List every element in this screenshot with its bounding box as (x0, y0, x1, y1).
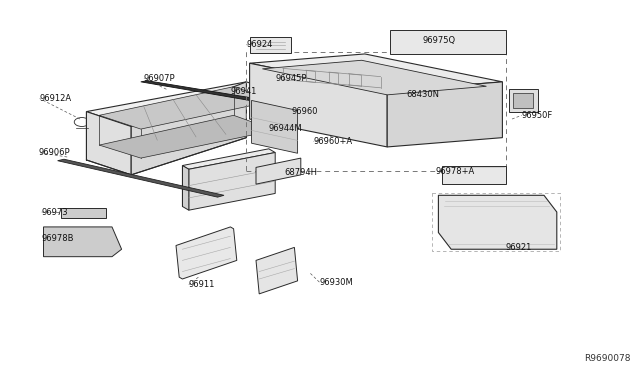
Polygon shape (176, 227, 237, 279)
Text: 96924: 96924 (246, 40, 273, 49)
Text: 96907P: 96907P (144, 74, 175, 83)
Polygon shape (250, 63, 387, 147)
Text: 96911: 96911 (189, 280, 215, 289)
Text: 96945P: 96945P (275, 74, 307, 83)
Polygon shape (252, 100, 298, 153)
Polygon shape (262, 60, 486, 95)
Text: 96912A: 96912A (40, 94, 72, 103)
Text: 96921: 96921 (506, 243, 532, 252)
Polygon shape (131, 82, 246, 175)
Polygon shape (438, 195, 557, 249)
Circle shape (406, 31, 444, 53)
Polygon shape (61, 208, 106, 218)
Text: 96944M: 96944M (269, 124, 303, 133)
Polygon shape (442, 166, 506, 184)
Text: 96960+A: 96960+A (314, 137, 353, 146)
Polygon shape (387, 82, 502, 147)
Polygon shape (141, 81, 256, 100)
Polygon shape (250, 37, 291, 53)
Text: 96906P: 96906P (38, 148, 70, 157)
Circle shape (456, 38, 476, 49)
Text: 96975Q: 96975Q (422, 36, 456, 45)
Polygon shape (189, 153, 275, 210)
Polygon shape (44, 227, 122, 257)
Polygon shape (250, 54, 502, 91)
Polygon shape (86, 82, 291, 126)
Polygon shape (513, 93, 533, 108)
Polygon shape (256, 247, 298, 294)
Text: 96930M: 96930M (320, 278, 354, 287)
Text: 68794H: 68794H (285, 169, 318, 177)
Text: 96973: 96973 (42, 208, 68, 217)
Circle shape (413, 35, 436, 49)
Text: 96978+A: 96978+A (435, 167, 474, 176)
Polygon shape (99, 87, 275, 129)
Text: 68430N: 68430N (406, 90, 440, 99)
Polygon shape (58, 159, 224, 197)
Polygon shape (390, 30, 506, 54)
Text: 96960: 96960 (291, 107, 317, 116)
Circle shape (193, 134, 211, 145)
Polygon shape (99, 115, 275, 158)
Text: R9690078: R9690078 (584, 354, 630, 363)
Circle shape (450, 35, 482, 53)
Polygon shape (86, 112, 131, 175)
Polygon shape (182, 149, 275, 169)
Text: 96941: 96941 (230, 87, 257, 96)
Polygon shape (256, 158, 301, 184)
Text: 96978B: 96978B (42, 234, 74, 243)
Text: 96950F: 96950F (522, 111, 553, 120)
Circle shape (174, 127, 197, 141)
Polygon shape (182, 166, 189, 210)
Polygon shape (509, 89, 538, 112)
